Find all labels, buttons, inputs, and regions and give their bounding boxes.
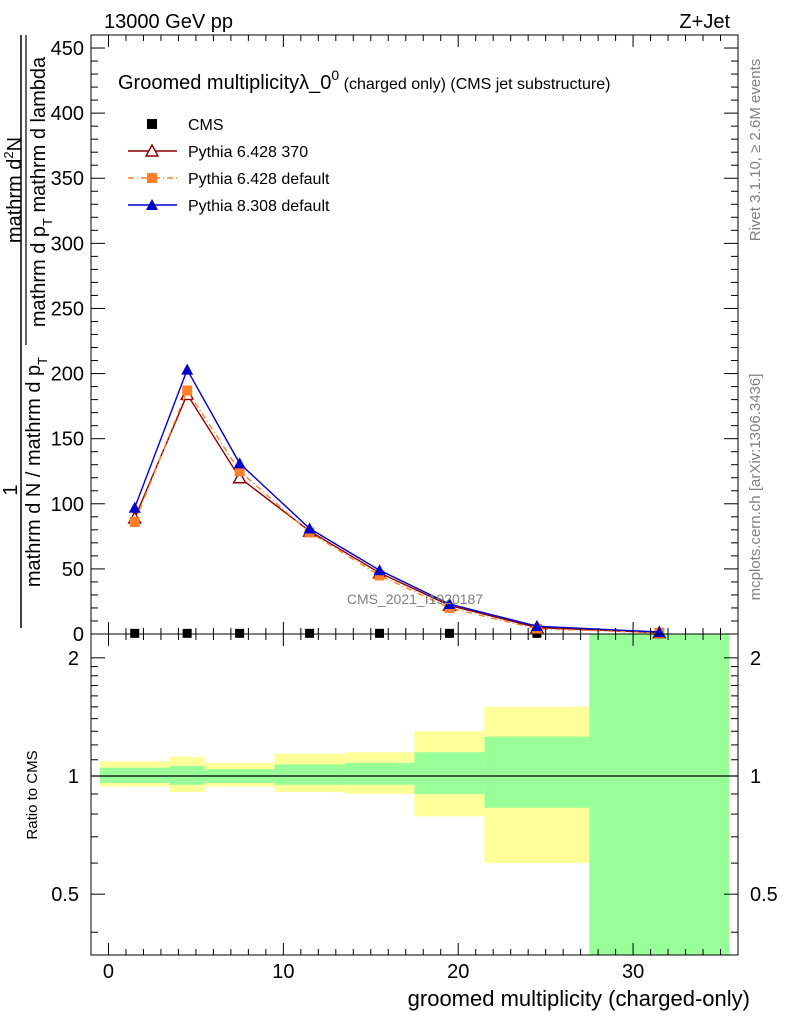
ratio-band-inner-7 bbox=[589, 634, 730, 955]
point-pythia-8-308-default-1 bbox=[181, 363, 194, 375]
legend-label-pythia-6-428-370: Pythia 6.428 370 bbox=[188, 144, 308, 161]
ratio-tick-label-right-0.5: 0.5 bbox=[750, 884, 778, 906]
series-line-pythia-8-308-default bbox=[134, 368, 660, 633]
legend-marker-cms bbox=[147, 119, 157, 129]
point-pythia-8-308-default-6 bbox=[530, 620, 543, 632]
ratio-band-inner-3 bbox=[274, 764, 345, 785]
ratio-tick-label-left-2: 2 bbox=[68, 648, 79, 670]
point-cms-3 bbox=[305, 628, 315, 638]
series-pythia-8-308-default bbox=[128, 363, 666, 638]
mcplots-credit: mcplots.cern.ch [arXiv:1306.3436] bbox=[747, 374, 764, 601]
point-cms-1 bbox=[182, 628, 192, 638]
watermark: CMS_2021_I1920187 bbox=[347, 591, 483, 607]
y-tick-label-0: 0 bbox=[73, 624, 84, 646]
point-pythia-6-428-default-2 bbox=[234, 466, 245, 477]
legend-marker-pythia-8-308-default bbox=[146, 199, 158, 210]
x-tick-label-0: 0 bbox=[103, 961, 114, 983]
point-pythia-6-428-default-0 bbox=[129, 517, 140, 528]
ratio-band-inner-0 bbox=[99, 767, 170, 783]
ratio-tick-label-left-1: 1 bbox=[68, 766, 79, 788]
ylabel-numerator: mathrm d2N bbox=[1, 137, 26, 243]
ratio-ylabel: Ratio to CMS bbox=[24, 750, 41, 839]
legend-label-cms: CMS bbox=[188, 117, 224, 134]
y-tick-label-50: 50 bbox=[62, 559, 84, 581]
ratio-tick-label-right-1: 1 bbox=[750, 766, 761, 788]
x-axis-label: groomed multiplicity (charged-only) bbox=[408, 986, 750, 1011]
y-tick-label-250: 250 bbox=[51, 298, 84, 320]
rivet-version: Rivet 3.1.10, ≥ 2.6M events bbox=[747, 59, 764, 242]
ratio-band-inner-5 bbox=[414, 752, 485, 794]
x-tick-label-30: 30 bbox=[622, 961, 644, 983]
main-series bbox=[127, 363, 667, 639]
point-cms-5 bbox=[444, 628, 454, 638]
series-line-pythia-6-428-370 bbox=[134, 392, 660, 634]
legend: CMS Pythia 6.428 370 Pythia 6.428 default P… bbox=[128, 117, 330, 215]
legend-label-pythia-8-308-default: Pythia 8.308 default bbox=[188, 198, 330, 215]
series-line-pythia-6-428-default bbox=[134, 388, 660, 634]
point-pythia-8-308-default-5 bbox=[443, 598, 456, 610]
point-pythia-6-428-370-2 bbox=[232, 470, 247, 484]
point-pythia-8-308-default-3 bbox=[303, 522, 316, 534]
point-pythia-8-308-default-0 bbox=[128, 501, 141, 513]
point-cms-2 bbox=[235, 628, 245, 638]
point-pythia-8-308-default-2 bbox=[233, 457, 246, 469]
y-tick-label-200: 200 bbox=[51, 364, 84, 386]
ratio-bands bbox=[91, 634, 738, 955]
legend-label-pythia-6-428-default: Pythia 6.428 default bbox=[188, 171, 330, 188]
legend-marker-pythia-6-428-default bbox=[147, 173, 157, 183]
point-pythia-6-428-default-4 bbox=[374, 570, 385, 581]
ratio-tick-label-left-0.5: 0.5 bbox=[51, 884, 79, 906]
ratio-tick-label-right-2: 2 bbox=[750, 648, 761, 670]
legend-marker-pythia-6-428-370 bbox=[144, 143, 160, 157]
point-cms-0 bbox=[130, 628, 140, 638]
process-label: Z+Jet bbox=[679, 11, 730, 33]
ylabel-one: 1 bbox=[0, 484, 22, 495]
main-ylabel: 1 mathrm d N / mathrm d pT mathrm d2N ma… bbox=[0, 35, 55, 628]
y-tick-label-400: 400 bbox=[51, 103, 84, 125]
energy-label: 13000 GeV pp bbox=[104, 11, 233, 33]
ratio-band-inner-4 bbox=[344, 762, 415, 785]
ylabel-denominator2: mathrm d pT mathrm d lambda bbox=[28, 56, 55, 327]
point-cms-4 bbox=[375, 628, 385, 638]
point-pythia-8-308-default-4 bbox=[373, 564, 386, 576]
x-tick-label-20: 20 bbox=[447, 961, 469, 983]
y-tick-label-450: 450 bbox=[51, 38, 84, 60]
y-tick-label-100: 100 bbox=[51, 494, 84, 516]
point-pythia-6-428-default-1 bbox=[182, 385, 193, 396]
x-tick-label-10: 10 bbox=[272, 961, 294, 983]
plot-title: Groomed multiplicityλ_00 (charged only) … bbox=[118, 67, 610, 94]
ylabel-denominator: mathrm d N / mathrm d pT bbox=[23, 357, 50, 587]
y-tick-label-150: 150 bbox=[51, 429, 84, 451]
ratio-frame bbox=[90, 633, 739, 956]
y-tick-label-300: 300 bbox=[51, 233, 84, 255]
ratio-band-inner-6 bbox=[484, 736, 590, 808]
y-tick-label-350: 350 bbox=[51, 168, 84, 190]
